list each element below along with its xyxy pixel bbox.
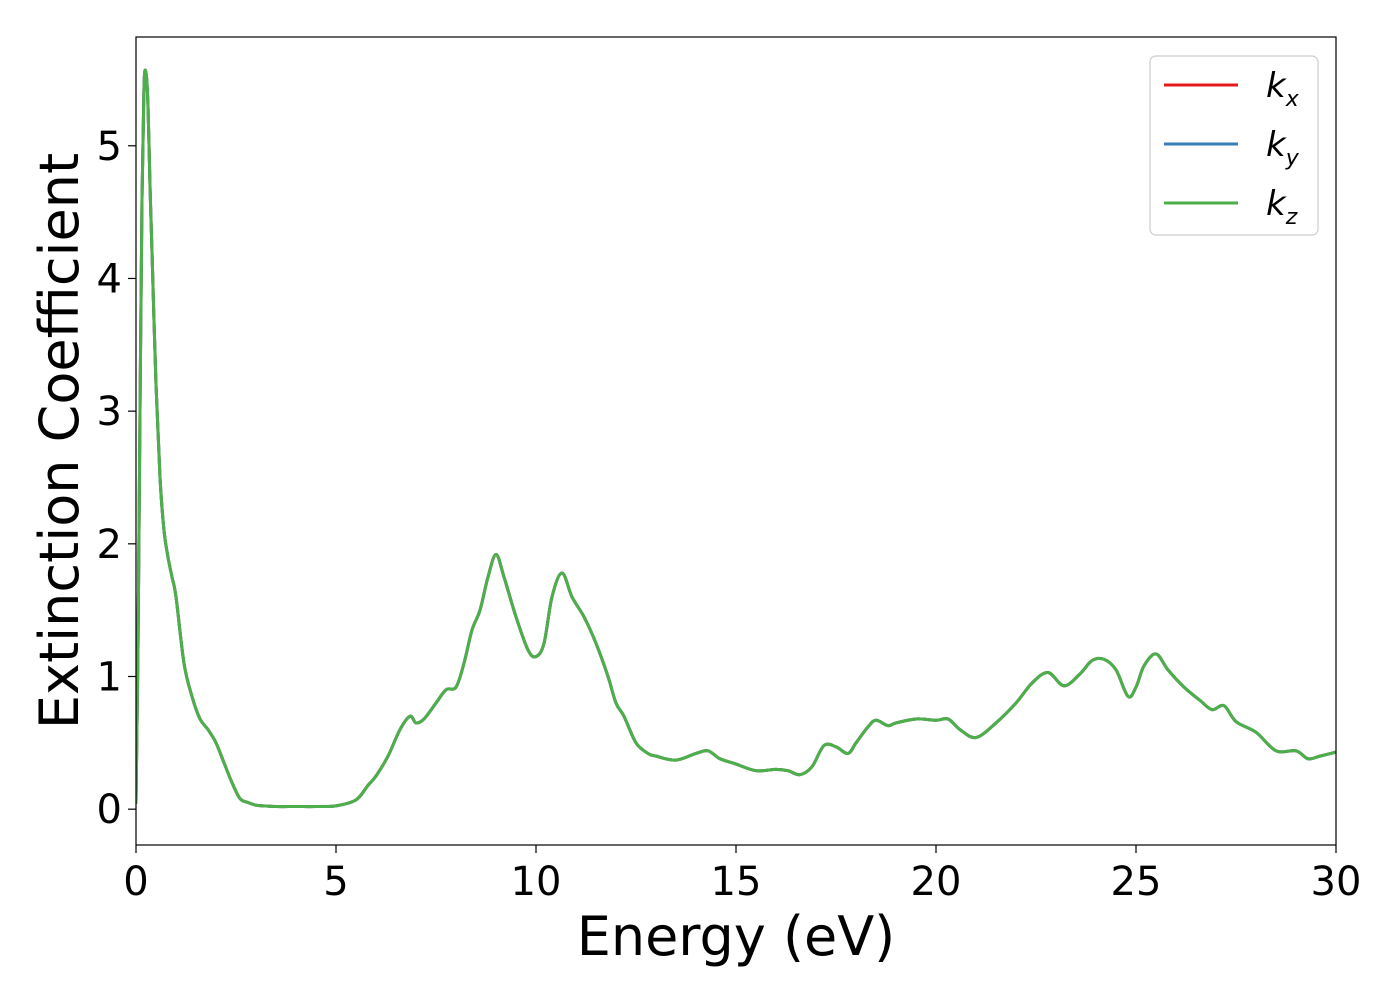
x-tick-label: 5: [323, 859, 348, 905]
series-layer: [136, 68, 1336, 809]
y-tick-label: 1: [97, 655, 122, 701]
series-line-kz: [136, 68, 1336, 809]
legend: kx ky kz: [1149, 55, 1319, 236]
y-tick-label: 3: [97, 389, 122, 435]
y-tick-label: 5: [97, 124, 122, 170]
y-tick-label: 0: [97, 787, 122, 833]
y-axis-ticks: 0 1 2 3 4 5: [97, 124, 136, 833]
x-axis-ticks: 0 5 10 15 20 25 30: [123, 845, 1361, 905]
x-tick-label: 20: [911, 859, 962, 905]
x-tick-label: 15: [711, 859, 762, 905]
x-tick-label: 0: [123, 859, 148, 905]
y-tick-label: 4: [97, 256, 122, 302]
y-axis-label: Extinction Coefficient: [28, 153, 91, 729]
y-tick-label: 2: [97, 522, 122, 568]
x-tick-label: 30: [1311, 859, 1362, 905]
x-tick-label: 10: [511, 859, 562, 905]
legend-label-kx: kx: [1266, 66, 1300, 112]
x-axis-label: Energy (eV): [577, 905, 896, 968]
legend-label-kz: kz: [1266, 184, 1298, 230]
x-tick-label: 25: [1111, 859, 1162, 905]
legend-label-ky: ky: [1266, 125, 1300, 171]
